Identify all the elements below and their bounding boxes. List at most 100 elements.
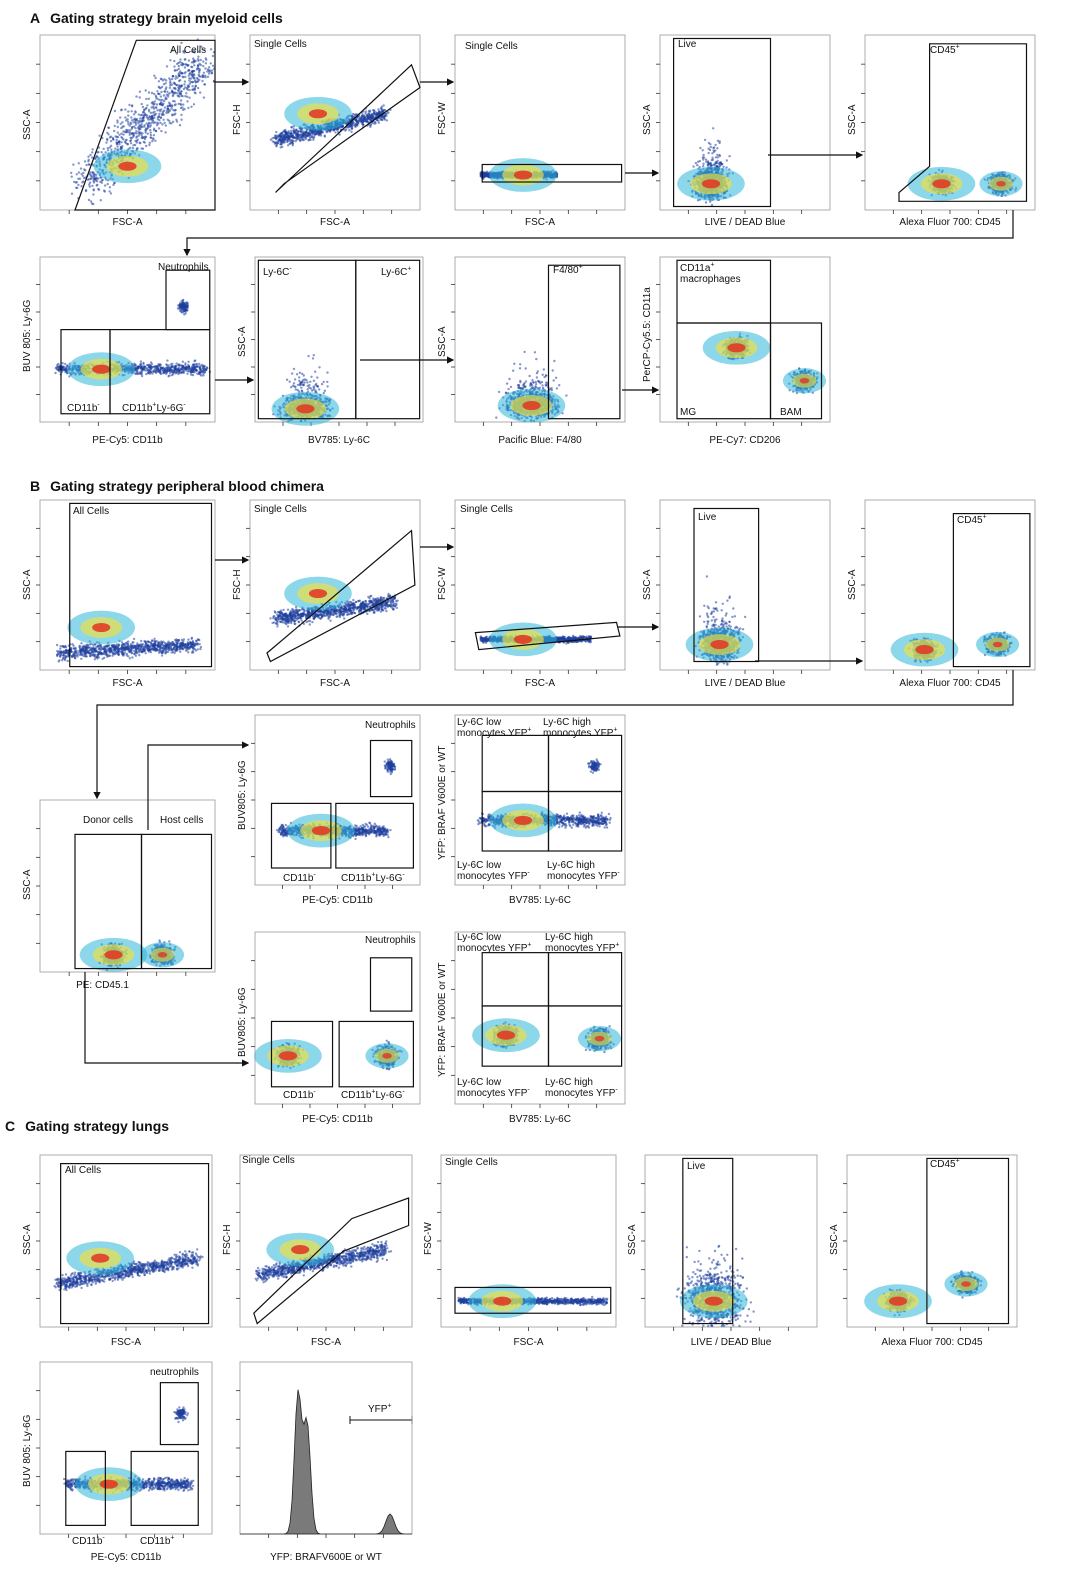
plot-b7-neutrophils-top: Neutrophils CD11b- CD11b+Ly-6G- BUV805: … (237, 714, 421, 906)
plot-b4-live: Live SSC-A LIVE / DEAD Blue (642, 499, 831, 689)
plot-b1-all-cells: All Cells SSC-A FSC-A (22, 499, 216, 689)
plot-c3-single-cells: Single Cells FSC-W FSC-A (423, 1154, 617, 1348)
y-axis-label: BUV 805: Ly-6G (22, 1415, 33, 1487)
y-axis-label: YFP: BRAF V600E or WT (437, 746, 448, 860)
gate-label: YFP+ (368, 1403, 392, 1415)
y-axis-label: FSC-H (232, 569, 243, 600)
gate-label: Single Cells (254, 39, 307, 50)
x-axis-label: FSC-A (455, 678, 625, 689)
gate-label: CD45+ (957, 514, 987, 526)
gate-label: All Cells (170, 45, 206, 56)
gate-label: Live (687, 1161, 705, 1172)
gate-label: Neutrophils (365, 935, 416, 946)
gate-label: BAM (780, 407, 802, 418)
x-axis-label: FSC-A (40, 678, 215, 689)
plot-a5-cd45: CD45+ SSC-A Alexa Fluor 700: CD45 (847, 34, 1036, 228)
gate-label: Ly-6C high monocytes YFP- (545, 1077, 618, 1099)
x-axis-label: PE-Cy5: CD11b (255, 1114, 420, 1125)
gate-label: Ly-6C+ (381, 266, 411, 278)
x-axis-label: LIVE / DEAD Blue (660, 217, 830, 228)
x-axis-label: PE: CD45.1 (0, 980, 215, 991)
y-axis-label: FSC-W (437, 102, 448, 135)
y-axis-label: SSC-A (847, 569, 858, 600)
gate-label: Ly-6C high monocytes YFP+ (543, 717, 618, 739)
y-axis-label: FSC-W (423, 1222, 434, 1255)
gate-label: Ly-6C high monocytes YFP- (547, 860, 620, 882)
plot-c7-histogram: YFP+ YFP: BRAFV600E or WT (236, 1361, 413, 1563)
plot-b6-donor-host: Donor cells Host cells SSC-A PE: CD45.1 (22, 799, 216, 991)
plot-b10-ly6c-bottom: Ly-6C low monocytes YFP+ Ly-6C high monocy… (437, 931, 626, 1125)
plot-c4-live: Live SSC-A LIVE / DEAD Blue (627, 1154, 818, 1348)
section-c-title: C Gating strategy lungs (5, 1118, 169, 1134)
gate-label: F4/80+ (553, 264, 583, 276)
y-axis-label: SSC-A (642, 104, 653, 135)
gate-label: Single Cells (242, 1155, 295, 1166)
x-axis-label: FSC-A (455, 217, 625, 228)
gate-label: Single Cells (445, 1157, 498, 1168)
gate-label: Single Cells (460, 504, 513, 515)
y-axis-label: SSC-A (22, 869, 33, 900)
gate-label: CD11b- (67, 402, 100, 414)
plot-b5-cd45: CD45+ SSC-A Alexa Fluor 700: CD45 (847, 499, 1036, 689)
plot-b8-ly6c-top: Ly-6C low monocytes YFP+ Ly-6C high monocy… (437, 714, 626, 906)
gate-label: Live (678, 39, 696, 50)
plot-c6-neutrophils: neutrophils CD11b- CD11b+ BUV 805: Ly-6G… (22, 1361, 213, 1563)
gate-label: Ly-6C- (263, 266, 292, 278)
x-axis-label: FSC-A (40, 1337, 212, 1348)
plot-a8-f480: F4/80+ SSC-A Pacific Blue: F4/80 (437, 256, 626, 446)
y-axis-label: SSC-A (627, 1224, 638, 1255)
x-axis-label: FSC-A (40, 217, 215, 228)
gate-label: Single Cells (254, 504, 307, 515)
gate-label: Neutrophils (158, 262, 209, 273)
x-axis-label: PE-Cy5: CD11b (40, 1552, 212, 1563)
gate-label: Neutrophils (365, 720, 416, 731)
gate-label: CD11b- (283, 1089, 316, 1101)
plot-b3-single-cells: Single Cells FSC-W FSC-A (437, 499, 626, 689)
x-axis-label: Alexa Fluor 700: CD45 (865, 678, 1035, 689)
y-axis-label: FSC-W (437, 567, 448, 600)
gate-label: CD11b+Ly-6G- (341, 1089, 405, 1101)
y-axis-label: BUV 805: Ly-6G (22, 300, 33, 372)
gate-label: Ly-6C low monocytes YFP- (457, 1077, 530, 1099)
x-axis-label: BV785: Ly-6C (255, 435, 423, 446)
y-axis-label: FSC-H (222, 1224, 233, 1255)
gate-label: CD11b- (283, 872, 316, 884)
x-axis-label: Alexa Fluor 700: CD45 (865, 217, 1035, 228)
plot-a7-ly6c: Ly-6C- Ly-6C+ SSC-A BV785: Ly-6C (237, 256, 424, 446)
plot-a2-single-cells: Single Cells FSC-H FSC-A (232, 34, 421, 228)
gate-label: CD11b+Ly-6G- (122, 402, 186, 414)
gate-label: Ly-6C low monocytes YFP- (457, 860, 530, 882)
x-axis-label: PE-Cy5: CD11b (255, 895, 420, 906)
gate-label: CD11a+ macrophages (680, 262, 741, 285)
plot-c5-cd45: CD45+ SSC-A Alexa Fluor 700: CD45 (829, 1154, 1018, 1348)
gate-label: Live (698, 512, 716, 523)
x-axis-label: BV785: Ly-6C (455, 895, 625, 906)
gate-label: Ly-6C low monocytes YFP+ (457, 717, 532, 739)
gate-label: CD11b- (72, 1535, 105, 1547)
x-axis-label: LIVE / DEAD Blue (645, 1337, 817, 1348)
x-axis-label: FSC-A (441, 1337, 616, 1348)
y-axis-label: PerCP-Cy5.5: CD11a (642, 287, 653, 382)
gate-label: MG (680, 407, 696, 418)
gate-label: CD11b+ (140, 1535, 174, 1547)
y-axis-label: YFP: BRAF V600E or WT (437, 963, 448, 1077)
gate-label: Ly-6C high monocytes YFP+ (545, 932, 620, 954)
y-axis-label: SSC-A (829, 1224, 840, 1255)
gate-label: CD11b+Ly-6G- (341, 872, 405, 884)
plot-a1-all-cells: All Cells SSC-A FSC-A (22, 34, 216, 228)
gate-label: Host cells (160, 815, 203, 826)
x-axis-label: BV785: Ly-6C (455, 1114, 625, 1125)
x-axis-label: FSC-A (250, 678, 420, 689)
y-axis-label: SSC-A (22, 109, 33, 140)
y-axis-label: SSC-A (22, 1224, 33, 1255)
gate-label: All Cells (73, 506, 109, 517)
x-axis-label: LIVE / DEAD Blue (660, 678, 830, 689)
x-axis-label: Pacific Blue: F4/80 (455, 435, 625, 446)
plot-b9-neutrophils-bottom: Neutrophils CD11b- CD11b+Ly-6G- BUV805: … (237, 931, 421, 1125)
gate-label: All Cells (65, 1165, 101, 1176)
gate-label: CD45+ (930, 1158, 960, 1170)
gate-label: neutrophils (150, 1367, 199, 1378)
y-axis-label: SSC-A (642, 569, 653, 600)
section-b-title: B Gating strategy peripheral blood chimer… (30, 478, 324, 494)
plot-b2-single-cells: Single Cells FSC-H FSC-A (232, 499, 421, 689)
